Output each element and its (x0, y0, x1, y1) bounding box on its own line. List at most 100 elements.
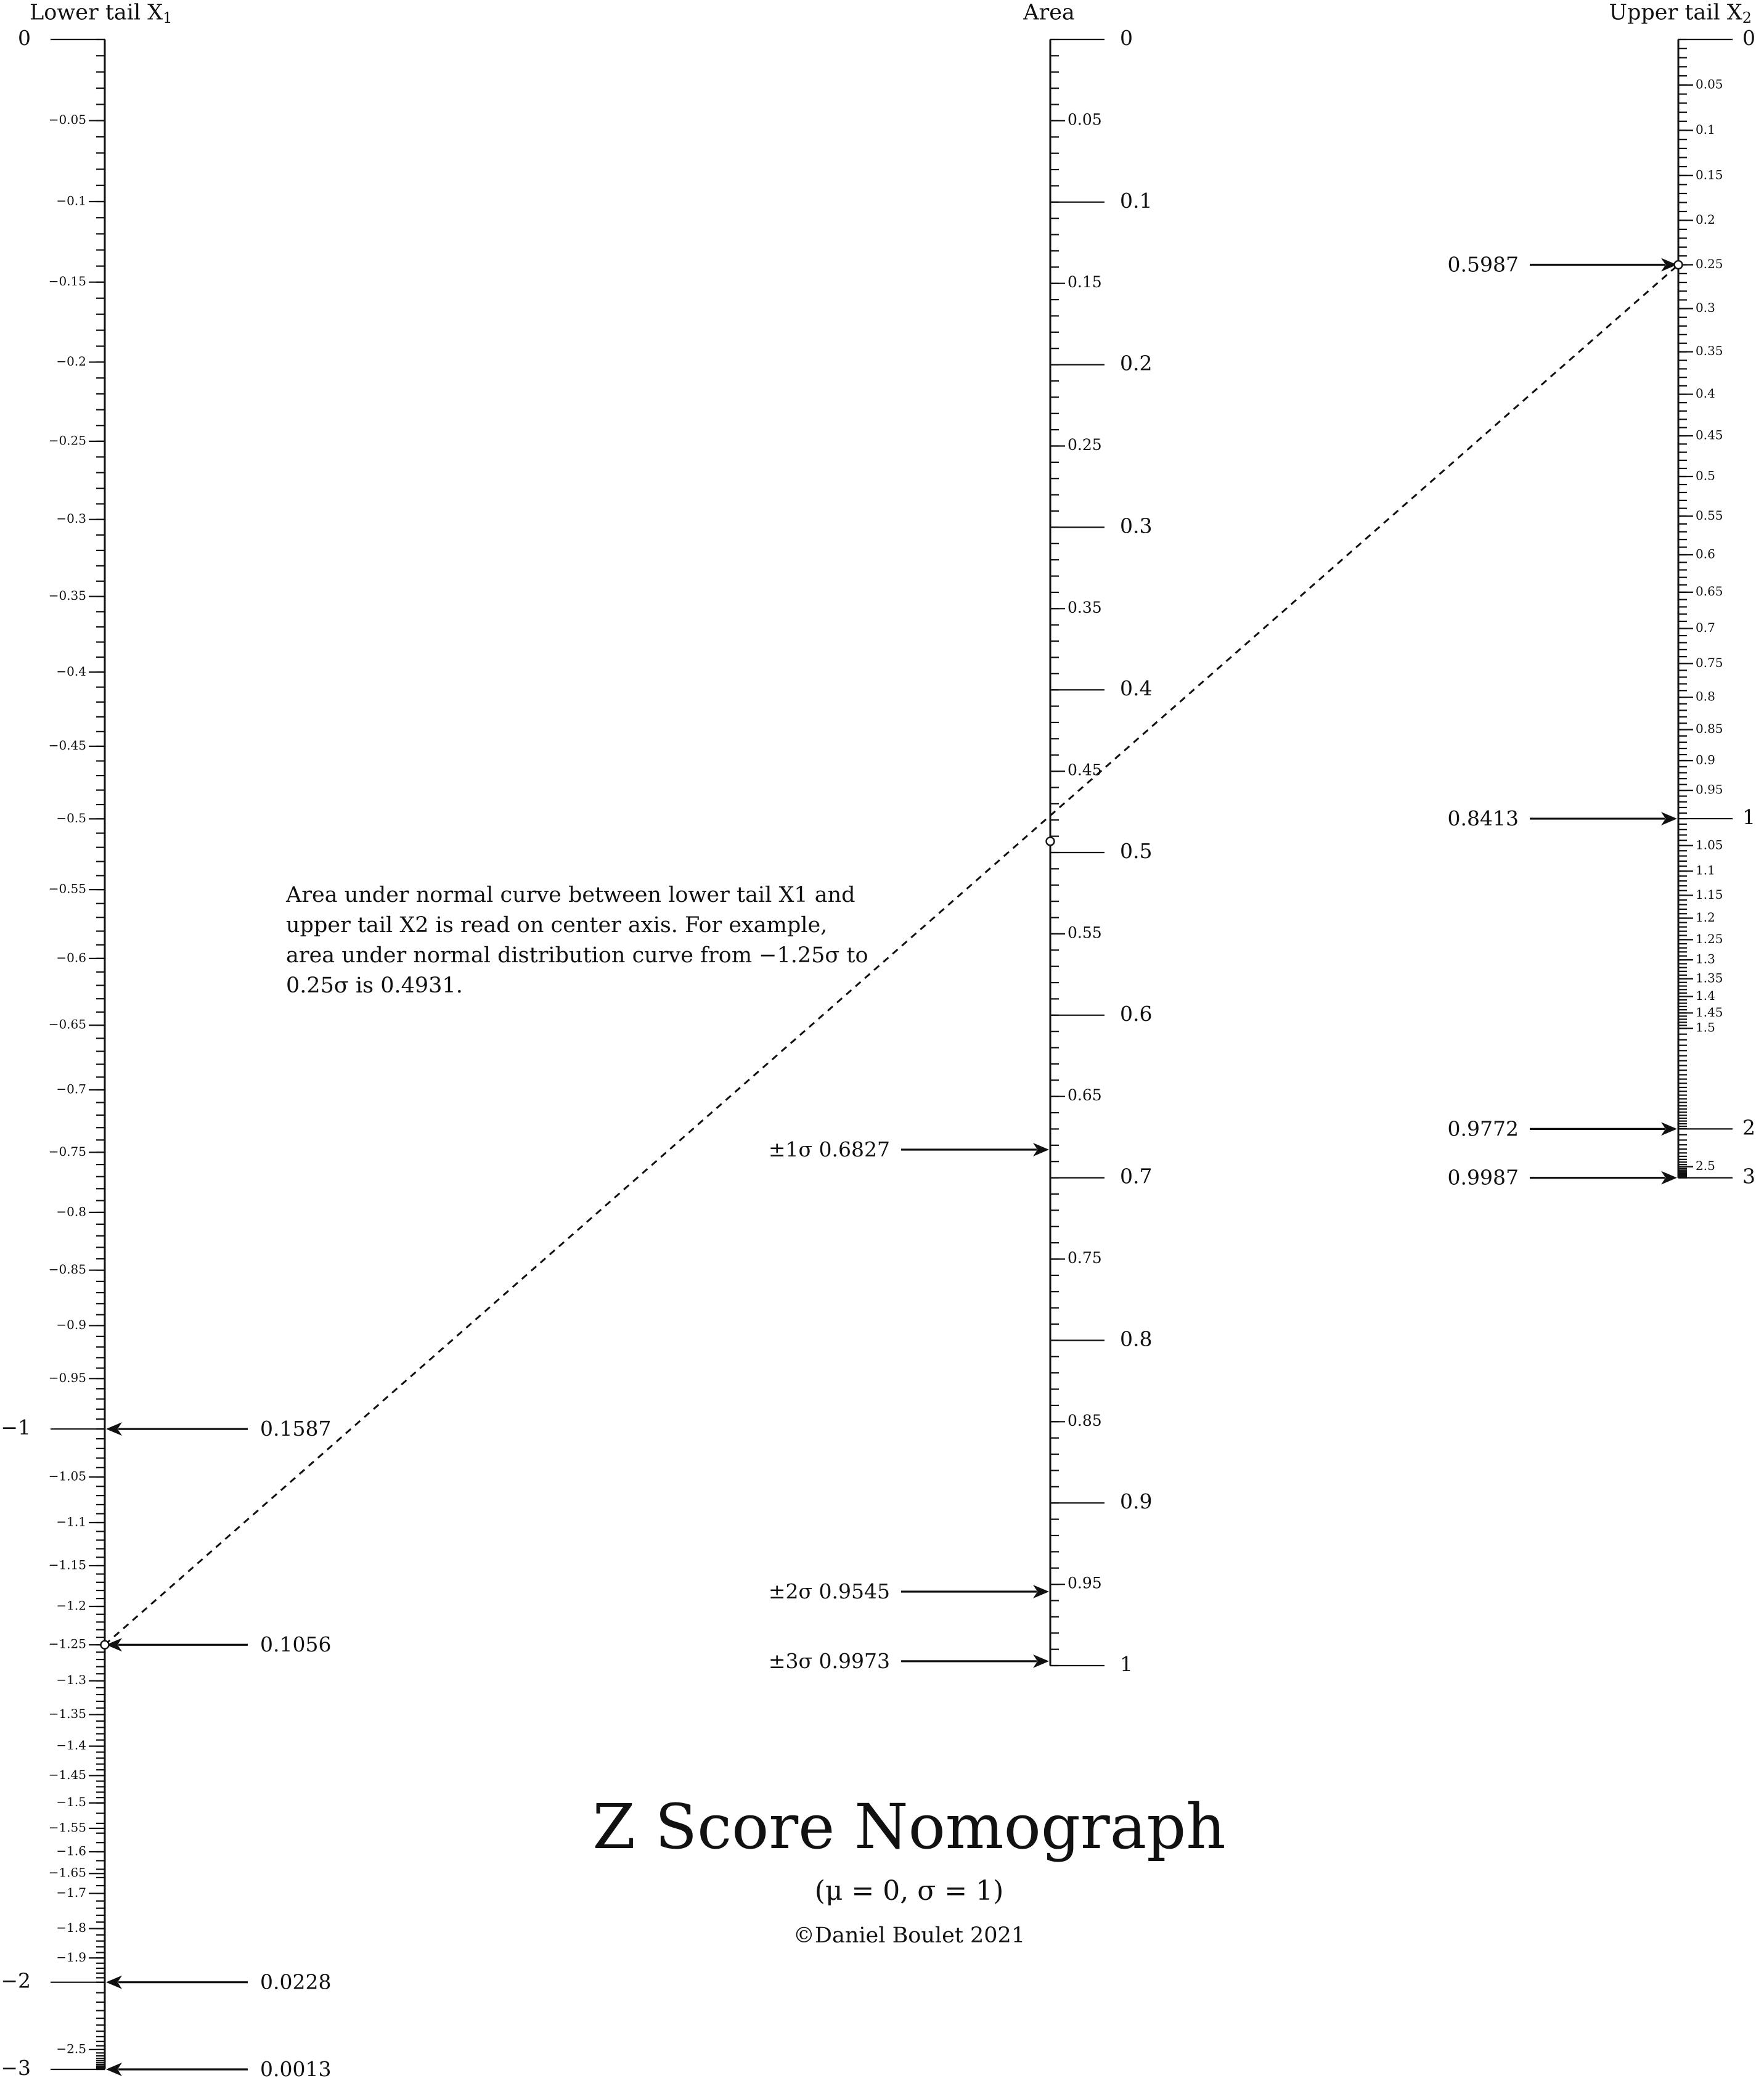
example-isopleth-line (104, 264, 1679, 1646)
lower-major-label: −2 (1, 1969, 31, 1993)
area-tick-label: 0.85 (1068, 1412, 1102, 1430)
upper-tick-label: 0.5 (1696, 468, 1715, 483)
upper-tick-label: 0.65 (1696, 584, 1723, 599)
upper-tick-label: 1.1 (1696, 863, 1715, 878)
upper-tick-label: 0.25 (1696, 256, 1723, 271)
upper-marker-arrowhead (1661, 812, 1677, 826)
upper-major-label: 3 (1742, 1164, 1755, 1188)
lower-tick-label: −0.75 (49, 1144, 86, 1159)
example-point-lower (100, 1640, 110, 1650)
lower-tick-label: −1.8 (56, 1920, 86, 1935)
upper-tick-label: 0.4 (1696, 386, 1715, 401)
lower-tick-label: −1.55 (49, 1820, 86, 1835)
lower-axis-title-sub: 1 (163, 9, 172, 27)
area-tick-label: 0.35 (1068, 599, 1102, 616)
lower-tick-label: −2.5 (56, 2041, 86, 2056)
area-tick-label: 0.45 (1068, 761, 1102, 779)
upper-tick-label: 1.25 (1696, 931, 1723, 946)
area-marker-arrowhead (1033, 1584, 1049, 1598)
lower-tick-label: −1.6 (56, 1844, 86, 1859)
area-major-label: 0.8 (1120, 1327, 1152, 1351)
lower-tick-label: −0.45 (49, 738, 86, 753)
chart-title: Z Score Nomograph (592, 1791, 1226, 1863)
lower-tick-label: −1.35 (49, 1706, 86, 1721)
lower-tick-label: −1.25 (49, 1637, 86, 1651)
area-tick-label: 0.55 (1068, 923, 1102, 941)
upper-tick-label: 0.6 (1696, 546, 1715, 561)
lower-tick-label: −0.9 (56, 1317, 86, 1332)
area-tick-label: 0.25 (1068, 436, 1102, 454)
lower-tick-label: −0.3 (56, 511, 86, 526)
area-tick-label: 0.65 (1068, 1086, 1102, 1104)
lower-axis-title: Lower tail X1 (30, 1, 173, 27)
area-axis-title: Area (1023, 1, 1075, 25)
upper-major-label: 1 (1742, 805, 1755, 829)
lower-tick-label: −0.7 (56, 1082, 86, 1097)
upper-marker-label: 0.8413 (1448, 806, 1519, 830)
lower-tick-label: −0.25 (49, 433, 86, 448)
lower-tick-label: −1.5 (56, 1794, 86, 1809)
upper-major-label: 0 (1742, 26, 1755, 50)
lower-tick-label: −0.15 (49, 274, 86, 288)
upper-tick-label: 2.5 (1696, 1158, 1715, 1173)
area-major-label: 0 (1120, 26, 1133, 50)
lower-tick-label: −1.7 (56, 1885, 86, 1900)
area-tick-label: 0.05 (1068, 110, 1102, 128)
lower-tick-label: −0.5 (56, 811, 86, 825)
lower-marker-arrowhead (106, 2063, 122, 2076)
area-tick-label: 0.95 (1068, 1574, 1102, 1592)
upper-marker-label: 0.9772 (1448, 1116, 1519, 1140)
lower-tick-label: −0.95 (49, 1370, 86, 1385)
upper-marker-label: 0.9987 (1448, 1166, 1519, 1190)
lower-tick-label: −1.15 (49, 1557, 86, 1572)
upper-tick-label: 0.95 (1696, 782, 1723, 797)
upper-tick-label: 0.05 (1696, 76, 1723, 91)
lower-marker-label: 0.1587 (260, 1417, 331, 1441)
lower-tick-label: −0.8 (56, 1204, 86, 1219)
upper-axis-title: Upper tail X2 (1609, 1, 1752, 27)
lower-marker-label: 0.1056 (260, 1632, 331, 1656)
lower-tick-label: −1.2 (56, 1598, 86, 1613)
upper-tick-label: 0.15 (1696, 167, 1723, 182)
upper-tick-label: 1.2 (1696, 910, 1715, 925)
upper-tick-label: 0.8 (1696, 689, 1715, 704)
lower-tick-label: −1.45 (49, 1767, 86, 1782)
area-marker-label: ±3σ 0.9973 (769, 1649, 890, 1673)
area-major-label: 0.7 (1120, 1164, 1152, 1188)
lower-tick-label: −0.05 (49, 112, 86, 127)
area-marker-label: ±2σ 0.9545 (769, 1579, 890, 1603)
area-major-label: 0.2 (1120, 351, 1152, 375)
upper-tick-label: 1.35 (1696, 970, 1723, 985)
lower-tick-label: −0.6 (56, 950, 86, 965)
lower-marker-arrowhead (106, 1638, 122, 1652)
lower-tick-label: −0.1 (56, 194, 86, 208)
lower-marker-label: 0.0013 (260, 2057, 331, 2078)
upper-tick-label: 0.3 (1696, 300, 1715, 315)
upper-tick-label: 1.05 (1696, 837, 1723, 852)
area-major-label: 0.9 (1120, 1489, 1152, 1513)
upper-tick-label: 0.45 (1696, 428, 1723, 443)
upper-tick-label: 1.15 (1696, 887, 1723, 902)
example-line-group (100, 260, 1683, 1650)
upper-axis-title-sub: 2 (1742, 9, 1752, 27)
upper-tick-label: 1.45 (1696, 1005, 1723, 1020)
upper-tail-axis: 0.05 0.1 0.15 0.2 0.25 0.3 0.35 0.4 0.45 0.5 0.55 0… (1448, 1, 1755, 1190)
lower-tail-axis: −0.05 −0.1 −0.15 −0.2 −0.25 −0.3 −0.35 −0.4 −0.4… (1, 1, 331, 2078)
area-axis: 0.05 0.15 0.25 0.35 0.45 0.55 0.65 0.75 0.85 0.95… (769, 1, 1153, 1677)
area-marker-arrowhead (1033, 1654, 1049, 1668)
copyright-text: ©Daniel Boulet 2021 (793, 1923, 1026, 1948)
upper-marker-arrowhead (1661, 1122, 1677, 1136)
lower-marker-label: 0.0228 (260, 1970, 331, 1994)
upper-tick-label: 0.35 (1696, 343, 1723, 358)
example-annotation: Area under normal curve between lower ta… (286, 883, 868, 998)
area-major-label: 0.1 (1120, 189, 1152, 213)
upper-marker-label: 0.5987 (1448, 253, 1519, 277)
lower-tick-label: −0.85 (49, 1262, 86, 1277)
area-marker-arrowhead (1033, 1142, 1049, 1156)
lower-major-label: −1 (1, 1415, 31, 1439)
upper-tick-label: 0.85 (1696, 721, 1723, 736)
upper-marker-arrowhead (1661, 1171, 1677, 1185)
area-tick-label: 0.15 (1068, 273, 1102, 291)
upper-tick-label: 0.7 (1696, 620, 1715, 635)
